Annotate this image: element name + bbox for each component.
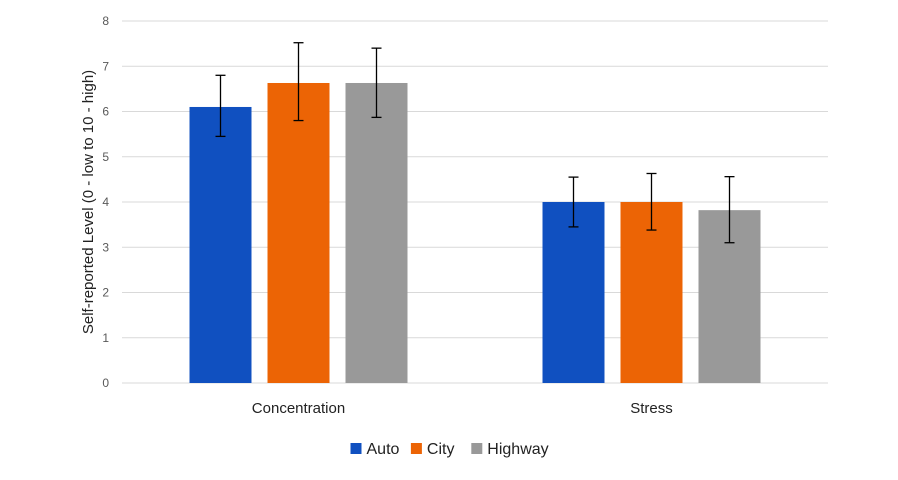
- legend-label: Auto: [367, 441, 400, 458]
- x-category-label: Concentration: [252, 400, 345, 417]
- bar-city-concentration: [267, 82, 330, 384]
- y-axis-title: Self-reported Level (0 - low to 10 - hig…: [80, 70, 97, 334]
- error-bar-highway-stress: [724, 176, 735, 244]
- bar-city-stress: [620, 202, 683, 383]
- x-axis-categories: Concentration Stress: [252, 400, 673, 417]
- error-bar-city-concentration: [293, 42, 304, 122]
- bar-auto-stress: [542, 202, 605, 383]
- error-bar-auto-concentration: [215, 74, 226, 138]
- legend-swatch: [410, 443, 422, 454]
- y-tick-label: 3: [102, 240, 109, 254]
- legend: Auto City Highway: [350, 441, 549, 458]
- x-category-label: Stress: [630, 400, 673, 417]
- y-tick-label: 5: [102, 150, 109, 164]
- y-tick-label: 7: [102, 59, 109, 73]
- legend-swatch: [471, 443, 483, 454]
- error-bar-city-stress: [646, 172, 657, 231]
- legend-label: Highway: [487, 441, 548, 458]
- y-tick-label: 0: [102, 376, 109, 390]
- error-bar-auto-stress: [568, 176, 579, 228]
- y-tick-label: 8: [102, 14, 109, 28]
- y-tick-label: 6: [102, 105, 109, 119]
- y-axis-ticks: 0 1 2 3 4 5 6 7 8: [102, 14, 109, 390]
- error-bars: [215, 42, 735, 244]
- y-tick-label: 4: [102, 195, 109, 209]
- legend-item-auto: Auto: [350, 441, 400, 458]
- bar-highway-concentration: [345, 82, 408, 384]
- y-tick-label: 2: [102, 286, 109, 300]
- legend-swatch: [350, 443, 362, 454]
- legend-label: City: [427, 441, 455, 458]
- legend-item-city: City: [410, 441, 455, 458]
- error-bar-highway-concentration: [371, 47, 382, 119]
- legend-item-highway: Highway: [471, 441, 549, 458]
- bar-auto-concentration: [189, 106, 252, 383]
- bars: [189, 82, 761, 384]
- y-tick-label: 1: [102, 331, 109, 345]
